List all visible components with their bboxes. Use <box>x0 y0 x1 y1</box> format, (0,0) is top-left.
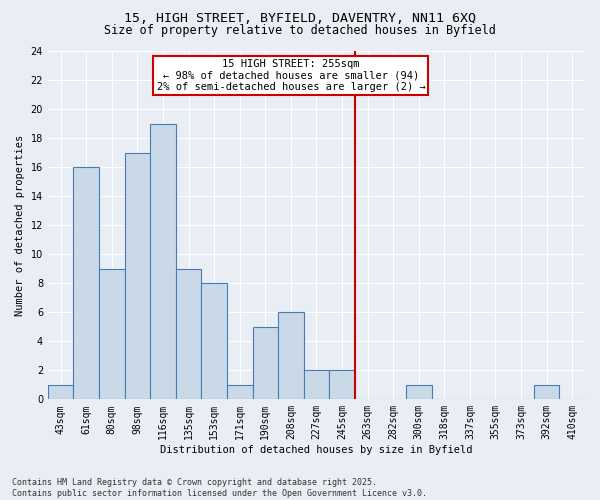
Bar <box>125 153 150 400</box>
Bar <box>406 385 431 400</box>
Bar <box>202 284 227 400</box>
Text: 15 HIGH STREET: 255sqm
← 98% of detached houses are smaller (94)
2% of semi-deta: 15 HIGH STREET: 255sqm ← 98% of detached… <box>157 58 425 92</box>
Bar <box>329 370 355 400</box>
Bar <box>227 385 253 400</box>
Bar <box>278 312 304 400</box>
Bar <box>99 269 125 400</box>
Bar <box>534 385 559 400</box>
Text: Contains HM Land Registry data © Crown copyright and database right 2025.
Contai: Contains HM Land Registry data © Crown c… <box>12 478 427 498</box>
Bar <box>176 269 202 400</box>
Bar <box>304 370 329 400</box>
Bar <box>73 168 99 400</box>
Text: Size of property relative to detached houses in Byfield: Size of property relative to detached ho… <box>104 24 496 37</box>
Bar <box>48 385 73 400</box>
Bar <box>253 327 278 400</box>
Text: 15, HIGH STREET, BYFIELD, DAVENTRY, NN11 6XQ: 15, HIGH STREET, BYFIELD, DAVENTRY, NN11… <box>124 12 476 26</box>
Y-axis label: Number of detached properties: Number of detached properties <box>15 135 25 316</box>
Bar <box>150 124 176 400</box>
X-axis label: Distribution of detached houses by size in Byfield: Distribution of detached houses by size … <box>160 445 473 455</box>
